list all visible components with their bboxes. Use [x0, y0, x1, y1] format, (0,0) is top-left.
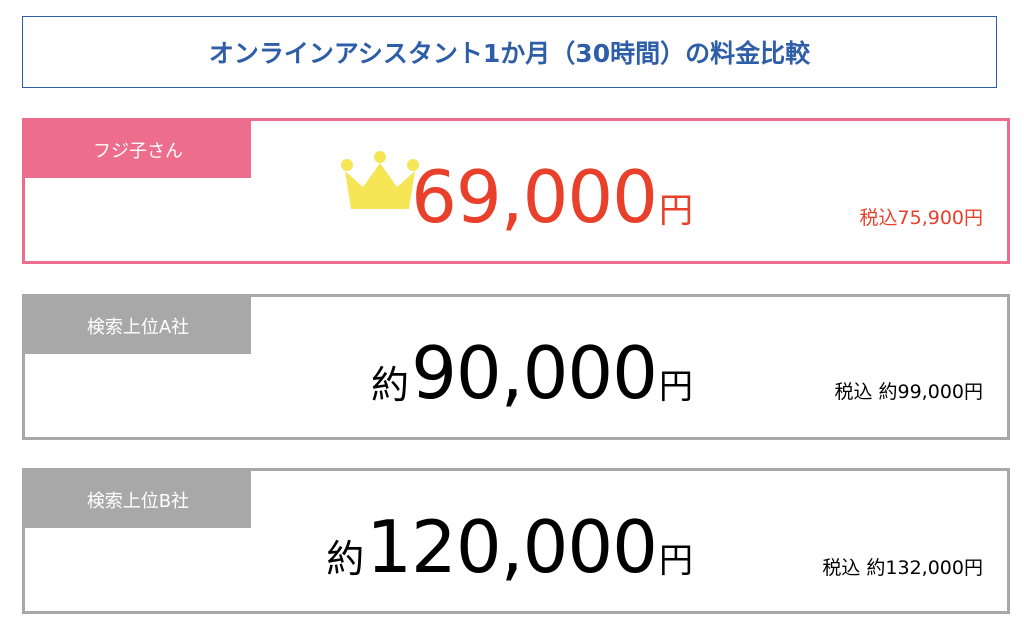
comparison-title-text: オンラインアシスタント1か月（30時間）の料金比較 — [208, 39, 811, 68]
plan-label-text: 検索上位A社 — [86, 316, 190, 338]
plan-card-fujiko: フジ子さん 69,000 円 税込75,900円 — [22, 118, 1010, 264]
plan-label: 検索上位B社 — [25, 471, 251, 528]
price-amount: 90,000 — [411, 331, 658, 415]
plan-card-company-a: 検索上位A社 約 90,000 円 税込 約99,000円 — [22, 294, 1010, 440]
price-unit: 円 — [659, 367, 693, 407]
price-unit: 円 — [659, 541, 693, 581]
plan-card-company-b: 検索上位B社 約 120,000 円 税込 約132,000円 — [22, 468, 1010, 614]
plan-label-text: フジ子さん — [93, 140, 183, 162]
plan-label: 検索上位A社 — [25, 297, 251, 354]
plan-price: 約 90,000 円 — [371, 337, 693, 409]
price-unit: 円 — [659, 191, 693, 231]
price-prefix: 約 — [371, 363, 410, 407]
price-amount: 69,000 — [411, 155, 658, 239]
price-tax-included: 税込 約132,000円 — [822, 557, 983, 579]
price-prefix: 約 — [326, 537, 365, 581]
plan-price: 69,000 円 — [409, 161, 693, 233]
plan-label-text: 検索上位B社 — [86, 490, 190, 512]
price-tax-included: 税込75,900円 — [859, 207, 983, 229]
price-amount: 120,000 — [366, 505, 658, 589]
plan-label: フジ子さん — [25, 121, 251, 178]
price-tax-included: 税込 約99,000円 — [834, 381, 983, 403]
crown-icon — [341, 151, 419, 209]
plan-price: 約 120,000 円 — [326, 511, 693, 583]
comparison-title: オンラインアシスタント1か月（30時間）の料金比較 — [22, 16, 997, 88]
